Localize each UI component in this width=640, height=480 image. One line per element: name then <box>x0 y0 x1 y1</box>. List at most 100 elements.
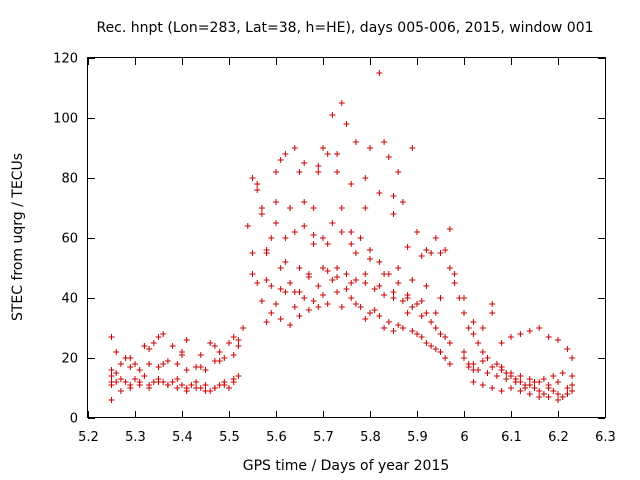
data-point <box>113 370 120 376</box>
data-point <box>155 379 162 385</box>
data-point <box>320 145 326 151</box>
data-point <box>127 355 134 361</box>
data-point <box>291 304 298 310</box>
data-point <box>263 277 270 283</box>
data-point <box>437 331 444 337</box>
data-point <box>268 283 275 289</box>
data-point <box>315 163 322 169</box>
data-point <box>226 340 232 346</box>
data-point <box>517 331 524 337</box>
data-point <box>296 169 303 175</box>
data-point <box>489 364 496 370</box>
data-point <box>414 331 420 337</box>
data-point <box>423 310 430 316</box>
x-tick-label: 6 <box>460 430 468 445</box>
data-point <box>451 280 458 286</box>
y-tick-label: 20 <box>61 352 78 367</box>
data-point <box>226 385 232 391</box>
data-point <box>381 271 388 277</box>
data-point <box>193 379 200 385</box>
data-point <box>367 310 373 316</box>
data-point <box>489 385 496 391</box>
y-tick-label: 0 <box>70 412 78 427</box>
x-axis-label: GPS time / Days of year 2015 <box>243 458 450 474</box>
data-point <box>254 181 261 187</box>
data-point <box>461 310 467 316</box>
data-point <box>146 385 153 391</box>
data-point <box>399 298 406 304</box>
data-point <box>108 382 115 388</box>
data-point <box>329 112 336 118</box>
data-point <box>230 334 237 340</box>
data-point <box>334 289 341 295</box>
data-point <box>536 388 543 394</box>
data-point <box>404 310 411 316</box>
data-point <box>273 301 279 307</box>
data-point <box>489 301 496 307</box>
data-point <box>404 244 411 250</box>
data-point <box>164 382 171 388</box>
x-tick-label: 5.2 <box>78 430 99 445</box>
data-point <box>202 388 209 394</box>
data-point <box>559 394 566 400</box>
data-point <box>211 343 218 349</box>
data-point <box>352 139 359 145</box>
data-point <box>230 376 237 382</box>
data-point <box>329 220 336 226</box>
data-point <box>216 358 223 364</box>
x-tick-label: 6.3 <box>595 430 616 445</box>
data-point <box>202 367 209 373</box>
data-point <box>324 268 331 274</box>
data-point <box>451 271 458 277</box>
data-point <box>414 301 420 307</box>
data-point <box>320 265 326 271</box>
data-point <box>291 229 298 235</box>
data-point <box>512 379 519 385</box>
data-point <box>376 259 383 265</box>
data-point <box>235 373 242 379</box>
data-point <box>193 385 200 391</box>
data-point <box>362 280 369 286</box>
data-point <box>305 271 312 277</box>
data-point <box>348 280 355 286</box>
data-point <box>273 220 279 226</box>
data-point <box>197 352 204 358</box>
y-tick-label: 60 <box>61 232 78 247</box>
data-point <box>277 265 284 271</box>
data-point <box>564 391 571 397</box>
y-tick-label: 100 <box>53 112 78 127</box>
data-point <box>508 370 514 376</box>
y-tick-label: 80 <box>61 172 78 187</box>
data-point <box>428 250 435 256</box>
data-point <box>489 310 496 316</box>
data-point <box>277 286 284 292</box>
data-point <box>376 283 383 289</box>
data-point <box>371 286 378 292</box>
data-point <box>348 295 355 301</box>
data-point <box>315 283 322 289</box>
y-axis-ticks: 0 20 40 60 80 100 120 <box>53 52 605 427</box>
data-point <box>127 385 134 391</box>
data-point <box>376 313 383 319</box>
data-point <box>357 304 364 310</box>
data-point <box>531 379 538 385</box>
data-point <box>526 328 533 334</box>
data-point <box>432 346 439 352</box>
data-point <box>240 325 247 331</box>
x-tick-label: 5.9 <box>407 430 428 445</box>
x-tick-label: 6.2 <box>548 430 569 445</box>
x-axis-ticks: 5.2 5.3 5.4 5.5 5.6 5.7 5.8 5.9 6 6.1 6.2 6.3 <box>78 58 616 445</box>
data-point <box>559 370 566 376</box>
data-point <box>249 250 256 256</box>
data-point <box>174 385 181 391</box>
data-point <box>367 247 373 253</box>
data-point <box>446 265 453 271</box>
data-point <box>287 280 294 286</box>
data-point <box>376 70 383 76</box>
data-point <box>122 379 129 385</box>
x-tick-label: 6.1 <box>501 430 522 445</box>
data-point <box>423 247 430 253</box>
data-point <box>498 367 505 373</box>
data-point <box>315 169 322 175</box>
data-point <box>141 373 148 379</box>
